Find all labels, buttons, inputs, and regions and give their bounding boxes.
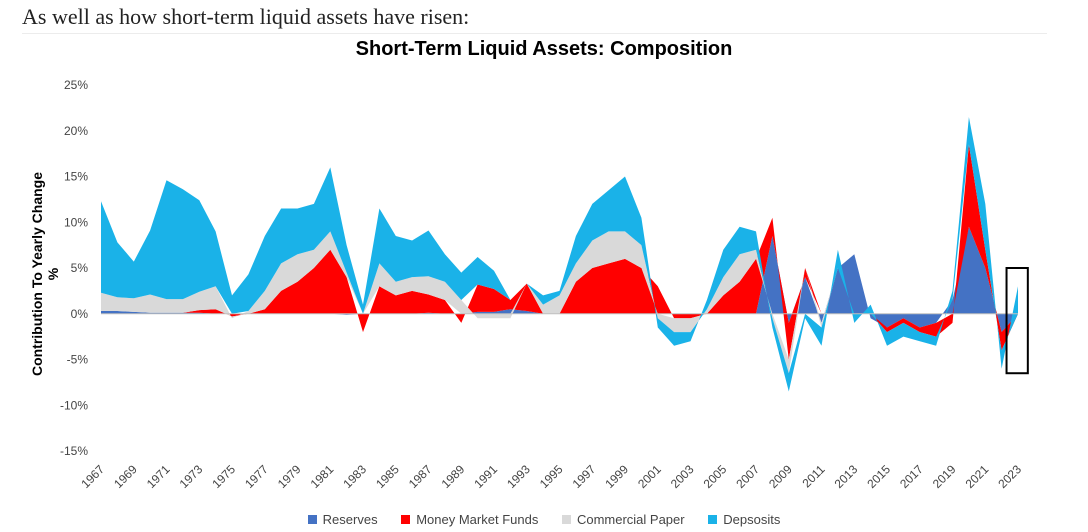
- x-tick-label: 1999: [602, 462, 631, 491]
- x-tick-label: 2005: [701, 462, 730, 491]
- area-money-market-funds: [101, 144, 1018, 360]
- x-tick-label: 2007: [733, 462, 762, 491]
- x-tick-label: 1967: [78, 462, 107, 491]
- legend-item-money-market-funds: Money Market Funds: [401, 512, 538, 527]
- y-tick-label: 20%: [64, 124, 88, 138]
- x-tick-label: 1997: [570, 462, 599, 491]
- y-tick-labels: 25% 20% 15% 10% 5% 0% -5% -10% -15%: [60, 78, 88, 458]
- area-reserves: [101, 226, 1018, 333]
- legend-item-deposits: Depsosits: [708, 512, 780, 527]
- legend-label-money-market-funds: Money Market Funds: [416, 512, 539, 527]
- y-tick-label: 0%: [71, 307, 89, 321]
- area-commercial-paper: [101, 144, 1018, 374]
- legend-label-commercial-paper: Commercial Paper: [576, 512, 685, 527]
- x-tick-label: 1973: [177, 462, 206, 491]
- legend-swatch-reserves: [307, 515, 317, 524]
- x-tick-label: 2021: [963, 462, 992, 491]
- x-tick-label: 2019: [930, 462, 959, 491]
- y-tick-label: 25%: [64, 78, 88, 92]
- x-tick-label: 1983: [340, 462, 369, 491]
- highlight-box: [1005, 267, 1029, 375]
- x-tick-label: 2017: [897, 462, 926, 491]
- y-tick-label: -10%: [60, 398, 88, 412]
- x-tick-label: 1969: [111, 462, 140, 491]
- x-tick-label: 2023: [995, 462, 1024, 491]
- x-tick-label: 2003: [668, 462, 697, 491]
- x-tick-label: 2015: [864, 462, 893, 491]
- y-tick-label: -15%: [60, 444, 88, 458]
- y-tick-label: 15%: [64, 170, 88, 184]
- legend-label-deposits: Depsosits: [723, 512, 781, 527]
- chart-title: Short-Term Liquid Assets: Composition: [355, 38, 733, 60]
- x-tick-labels: 1967 1969 1971 1973 1975 1977 1979 1981 1983 1985…: [78, 462, 1024, 491]
- legend-item-reserves: Reserves: [307, 512, 378, 527]
- chart-areas: [101, 117, 1018, 392]
- x-tick-label: 1989: [439, 462, 468, 491]
- y-tick-label: 10%: [64, 215, 88, 229]
- x-tick-label: 1995: [537, 462, 566, 491]
- x-tick-label: 2001: [635, 462, 664, 491]
- legend: Reserves Money Market Funds Commercial P…: [0, 512, 1088, 527]
- x-tick-label: 2009: [766, 462, 795, 491]
- intro-text: As well as how short-term liquid assets …: [22, 4, 470, 29]
- legend-item-commercial-paper: Commercial Paper: [561, 512, 685, 527]
- x-tick-label: 1987: [406, 462, 435, 491]
- area-depsosits: [101, 117, 1018, 392]
- legend-swatch-commercial-paper: [561, 515, 571, 524]
- x-tick-label: 1971: [144, 462, 173, 491]
- x-tick-label: 1985: [373, 462, 402, 491]
- x-tick-label: 1993: [504, 462, 533, 491]
- x-tick-label: 2013: [832, 462, 861, 491]
- x-tick-label: 2011: [799, 462, 827, 490]
- y-tick-label: -5%: [67, 353, 89, 367]
- legend-label-reserves: Reserves: [322, 512, 378, 527]
- divider: [22, 33, 1047, 34]
- legend-swatch-money-market-funds: [401, 515, 411, 524]
- y-tick-label: 5%: [71, 261, 89, 275]
- x-tick-label: 1977: [242, 462, 271, 491]
- x-tick-label: 1981: [308, 462, 337, 491]
- legend-swatch-deposits: [708, 515, 718, 524]
- x-tick-label: 1975: [209, 462, 238, 491]
- x-tick-label: 1979: [275, 462, 304, 491]
- x-tick-label: 1991: [471, 462, 500, 491]
